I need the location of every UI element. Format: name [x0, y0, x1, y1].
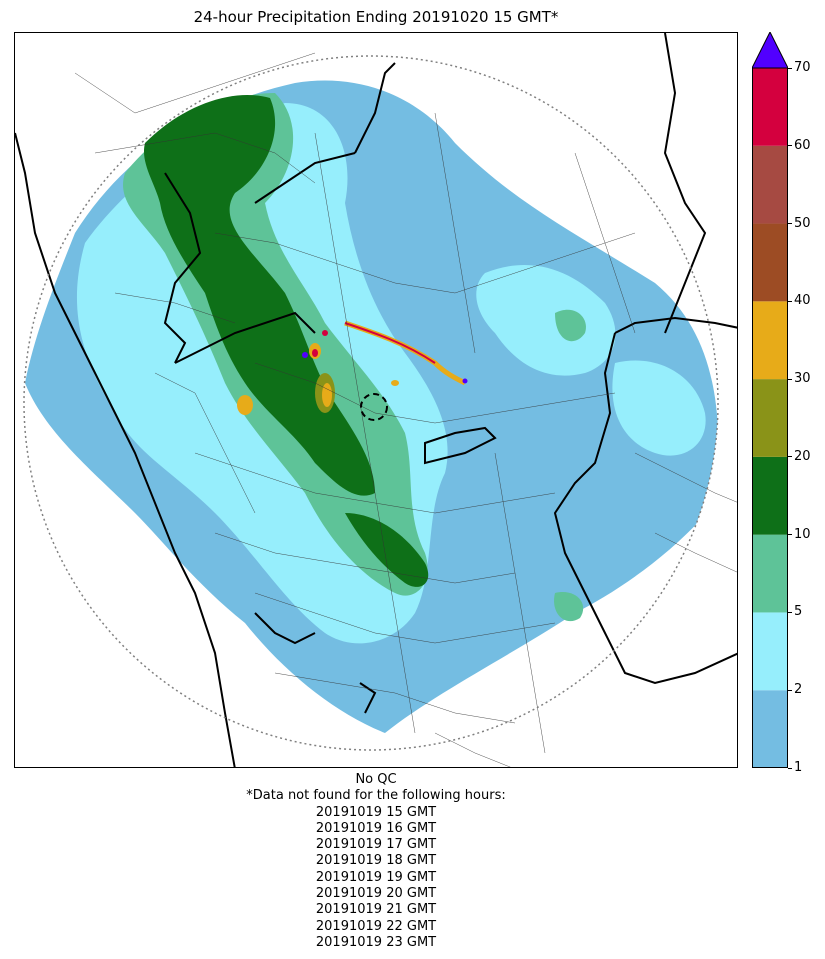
district-boundaries [74, 52, 737, 767]
colorbar-tick-label: 10 [794, 526, 811, 542]
colorbar-tick-mark [788, 456, 792, 458]
colorbar-tick-label: 40 [794, 293, 811, 309]
precip-high-cells [237, 320, 468, 415]
missing-hour: 20191019 21 GMT [315, 902, 437, 918]
missing-hour: 20191019 20 GMT [315, 886, 437, 902]
colorbar-segment [752, 68, 788, 146]
colorbar-tick-label: 60 [794, 137, 811, 153]
colorbar-tick-label: 2 [794, 682, 803, 698]
colorbar-tick-mark [788, 767, 792, 769]
map-notes: No QC *Data not found for the following … [14, 772, 738, 951]
colorbar-tick-label: 20 [794, 448, 811, 464]
colorbar-tick-mark [788, 300, 792, 302]
colorbar-tick-label: 1 [794, 760, 803, 775]
colorbar-tick-label: 70 [794, 60, 811, 75]
colorbar-segment [752, 534, 788, 613]
colorbar-tick-mark [788, 534, 792, 536]
radar-map[interactable] [14, 32, 738, 768]
colorbar-tick-mark [788, 378, 792, 380]
colorbar-segment [752, 223, 788, 302]
colorbar-segment [752, 690, 788, 768]
colorbar-tick-mark [788, 223, 792, 225]
radar-site-marker [360, 393, 388, 421]
missing-hour: 20191019 22 GMT [315, 918, 437, 934]
missing-data-header: *Data not found for the following hours: [246, 788, 506, 804]
colorbar-segment [752, 456, 788, 535]
missing-hour: 20191019 17 GMT [315, 837, 437, 853]
colorbar-segment [752, 145, 788, 224]
colorbar-over-triangle [752, 32, 788, 69]
missing-hour: 20191019 16 GMT [315, 820, 437, 836]
colorbar [752, 32, 788, 768]
missing-hour: 20191019 23 GMT [315, 934, 437, 950]
map-title: 24-hour Precipitation Ending 20191020 15… [193, 8, 559, 26]
map-canvas [15, 33, 737, 767]
colorbar-tick-label: 30 [794, 371, 811, 387]
radar-range-ring [23, 55, 719, 751]
colorbar-segment [752, 612, 788, 691]
colorbar-segment [752, 301, 788, 380]
colorbar-tick-mark [788, 611, 792, 613]
missing-hour: 20191019 15 GMT [315, 804, 437, 820]
colorbar-tick-mark [788, 689, 792, 691]
colorbar-tick-label: 5 [794, 604, 803, 620]
colorbar-tick-label: 50 [794, 215, 811, 231]
colorbar-tick-mark [788, 145, 792, 147]
colorbar-tick-mark [788, 67, 792, 69]
state-boundaries [15, 33, 737, 767]
colorbar-segment [752, 379, 788, 457]
missing-hour: 20191019 18 GMT [315, 853, 437, 869]
qc-note: No QC [355, 772, 397, 787]
precipitation-field [25, 80, 718, 733]
missing-hour: 20191019 19 GMT [315, 869, 437, 885]
